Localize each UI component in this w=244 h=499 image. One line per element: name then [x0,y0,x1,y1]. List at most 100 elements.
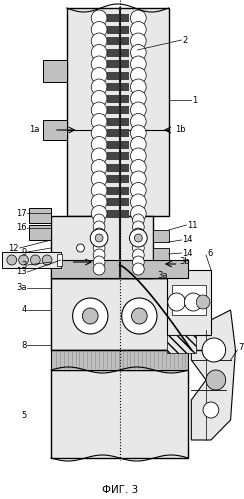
Circle shape [93,221,105,233]
Circle shape [91,148,107,164]
Text: 4: 4 [21,305,27,314]
Text: 3b: 3b [180,257,190,266]
Circle shape [132,242,144,254]
Circle shape [131,160,146,176]
Circle shape [93,256,105,268]
Circle shape [131,194,146,210]
Bar [107,117,129,126]
Circle shape [131,125,146,141]
Bar [167,270,211,335]
Circle shape [131,33,146,49]
Bar [107,187,129,195]
Bar [51,350,188,370]
Bar [153,230,169,242]
Text: ФИГ. 3: ФИГ. 3 [102,485,138,495]
Text: 3a: 3a [157,270,167,279]
Circle shape [91,79,107,95]
Circle shape [131,56,146,72]
Text: 12: 12 [8,244,19,252]
Bar [2,252,61,268]
Circle shape [131,90,146,106]
Bar [107,175,129,183]
Bar [107,164,129,172]
Text: 16: 16 [16,224,27,233]
Circle shape [91,160,107,176]
Circle shape [91,21,107,37]
Circle shape [132,235,144,247]
Circle shape [42,255,52,265]
Text: 6: 6 [207,249,212,257]
Circle shape [130,229,147,247]
Circle shape [93,249,105,261]
Text: 2: 2 [183,35,188,44]
Circle shape [93,228,105,240]
Circle shape [91,44,107,60]
Circle shape [131,113,146,130]
Bar [107,198,129,206]
Bar [107,106,129,114]
Bar [43,120,67,140]
Circle shape [77,244,84,252]
Circle shape [184,293,202,311]
Bar [107,94,129,102]
Circle shape [134,234,142,242]
Bar [107,48,129,56]
Circle shape [93,214,105,226]
Circle shape [91,137,107,153]
Circle shape [19,255,29,265]
Circle shape [196,295,210,309]
Circle shape [91,56,107,72]
Circle shape [91,102,107,118]
Circle shape [132,308,147,324]
Circle shape [131,102,146,118]
Bar [107,141,129,149]
Circle shape [168,293,185,311]
Bar [172,285,206,315]
Bar [107,83,129,91]
Bar [67,8,169,216]
Circle shape [91,67,107,83]
Text: 8: 8 [21,340,27,349]
Circle shape [202,338,226,362]
Circle shape [91,183,107,199]
Circle shape [132,228,144,240]
Bar [51,370,188,458]
Circle shape [132,214,144,226]
Circle shape [131,44,146,60]
Bar [51,216,153,278]
Bar [107,210,129,218]
Circle shape [91,194,107,210]
Text: 1: 1 [192,95,198,104]
Circle shape [91,113,107,130]
Circle shape [132,263,144,275]
Circle shape [93,242,105,254]
Circle shape [91,125,107,141]
Circle shape [73,298,108,334]
Bar [107,37,129,45]
Circle shape [93,263,105,275]
Bar [30,208,51,223]
Circle shape [132,221,144,233]
Text: 17: 17 [16,209,27,218]
Circle shape [131,67,146,83]
Circle shape [131,206,146,222]
Circle shape [131,10,146,26]
Bar [51,278,188,350]
Circle shape [131,79,146,95]
Circle shape [7,255,17,265]
Circle shape [90,229,108,247]
Bar [30,225,51,240]
Circle shape [131,137,146,153]
Text: 1b: 1b [175,126,185,135]
Bar [153,248,169,260]
Circle shape [203,402,219,418]
Circle shape [132,256,144,268]
Bar [107,60,129,68]
Bar [57,254,62,266]
Circle shape [95,234,103,242]
Circle shape [91,171,107,187]
Circle shape [131,148,146,164]
Text: 14: 14 [183,249,193,257]
Circle shape [206,370,226,390]
Circle shape [122,298,157,334]
